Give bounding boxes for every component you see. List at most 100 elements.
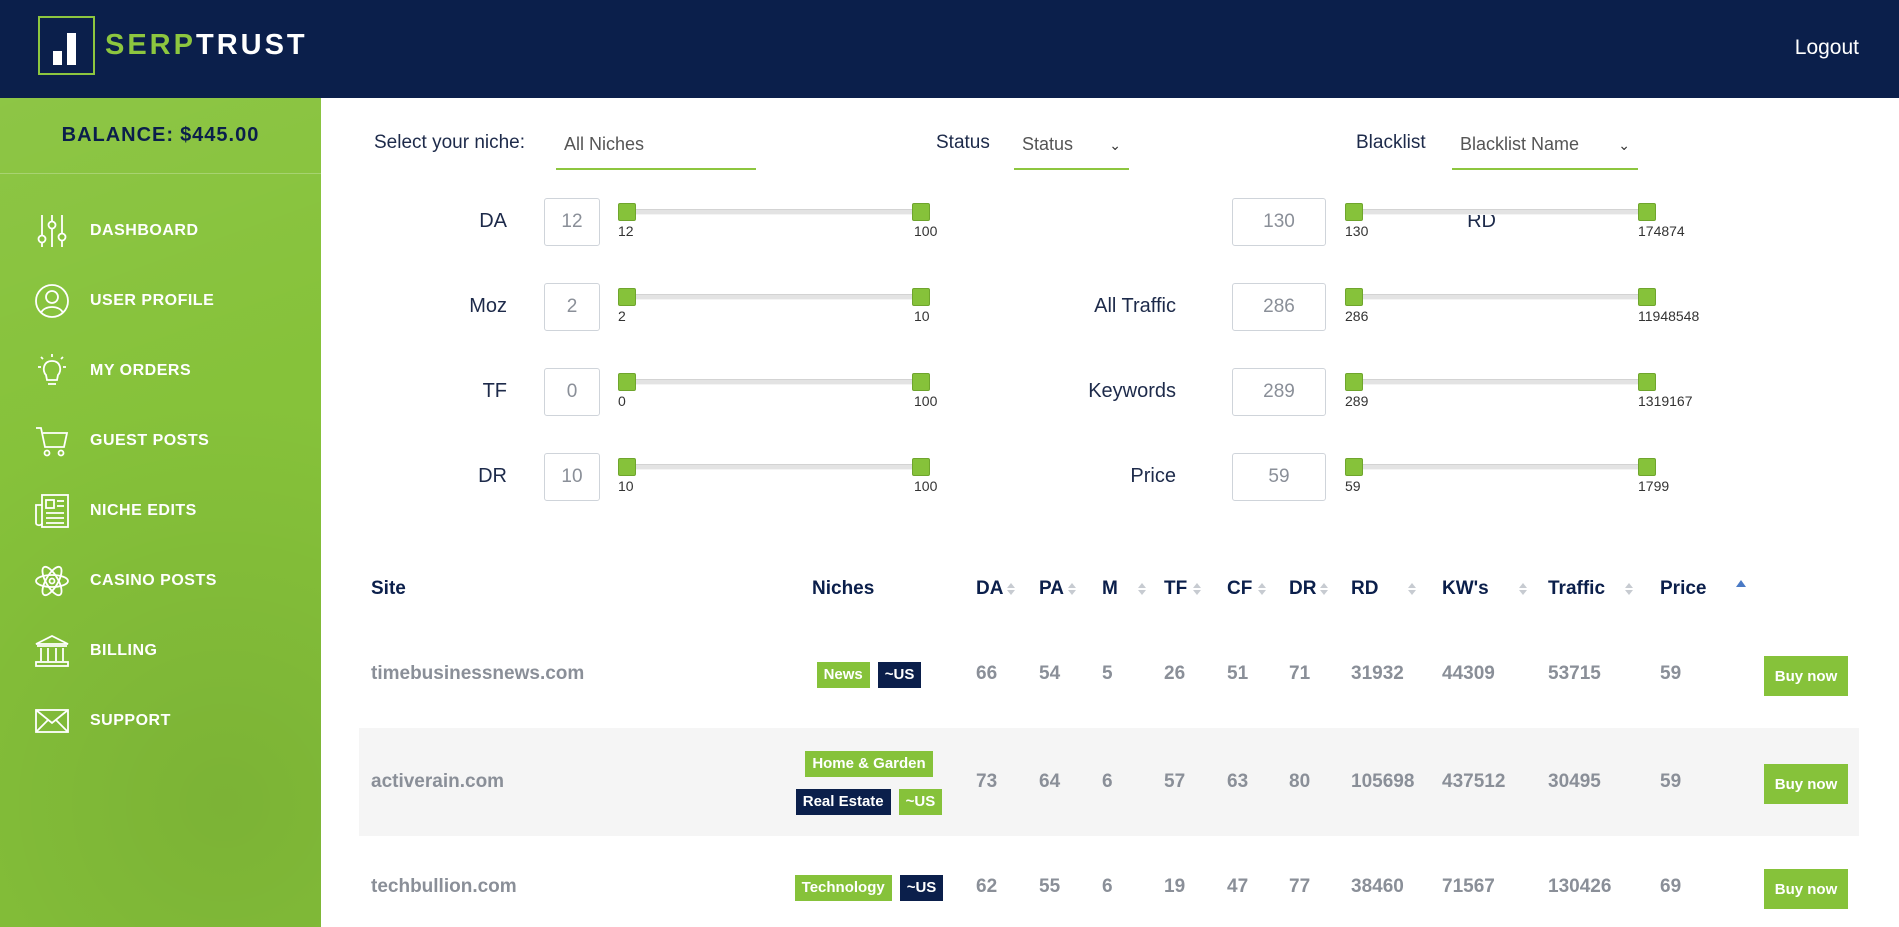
col-site[interactable]: Site — [371, 578, 406, 600]
keywords-min-handle[interactable] — [1345, 373, 1363, 391]
cf-value: 63 — [1227, 771, 1249, 792]
sort-ascending-icon[interactable] — [1736, 580, 1746, 587]
logo-trust: TRUST — [195, 29, 308, 61]
moz-filter-label: Moz — [469, 295, 507, 317]
da-slider-track[interactable] — [626, 209, 928, 215]
col-niches-label: Niches — [812, 578, 875, 599]
sidebar-item-label: NICHE EDITS — [90, 502, 197, 519]
traffic-min-input[interactable]: 286 — [1232, 283, 1326, 331]
blacklist-select[interactable]: Blacklist Name ⌄ — [1452, 124, 1638, 170]
tf-max-handle[interactable] — [912, 373, 930, 391]
traffic-max-handle[interactable] — [1638, 288, 1656, 306]
tf-min-handle[interactable] — [618, 373, 636, 391]
col-kws[interactable]: KW's — [1442, 578, 1527, 600]
buy-now-button[interactable]: Buy now — [1764, 869, 1848, 909]
da-min-handle[interactable] — [618, 203, 636, 221]
sidebar-item-billing[interactable]: BILLING — [0, 616, 321, 686]
tf-min-input[interactable]: 0 — [544, 368, 600, 416]
price-slider-track[interactable] — [1353, 464, 1647, 470]
moz-max-handle[interactable] — [912, 288, 930, 306]
traffic-min-handle[interactable] — [1345, 288, 1363, 306]
sidebar-item-support[interactable]: SUPPORT — [0, 686, 321, 756]
price-min-handle[interactable] — [1345, 458, 1363, 476]
rd-min-input[interactable]: 130 — [1232, 198, 1326, 246]
col-cf[interactable]: CF — [1227, 578, 1266, 600]
serptrust-logo[interactable]: SERPTRUST — [38, 16, 308, 75]
col-traffic[interactable]: Traffic — [1548, 578, 1633, 600]
da-min-input[interactable]: 12 — [544, 198, 600, 246]
niche-tag: Real Estate — [795, 789, 891, 815]
rd-filter-label: RD — [1467, 210, 1496, 232]
sidebar-item-label: DASHBOARD — [90, 222, 199, 239]
tf-filter-label: TF — [482, 380, 507, 402]
moz-slider-track[interactable] — [626, 294, 928, 300]
logout-link[interactable]: Logout — [1794, 36, 1859, 59]
table-row: timebusinessnews.com News ~US 66 54 5 26… — [359, 625, 1859, 728]
kws-value: 71567 — [1442, 876, 1495, 897]
price-max-tick: 1799 — [1638, 478, 1670, 494]
col-dr[interactable]: DR — [1289, 578, 1328, 600]
buy-now-button[interactable]: Buy now — [1764, 764, 1848, 804]
moz-min-input[interactable]: 2 — [544, 283, 600, 331]
sort-icon — [1138, 583, 1146, 595]
atom-icon — [34, 563, 70, 599]
dr-min-input[interactable]: 10 — [544, 453, 600, 501]
buy-now-button[interactable]: Buy now — [1764, 656, 1848, 696]
keywords-max-handle[interactable] — [1638, 373, 1656, 391]
site-link[interactable]: techbullion.com — [371, 876, 517, 897]
sidebar-item-label: CASINO POSTS — [90, 572, 217, 589]
keywords-slider-track[interactable] — [1353, 379, 1647, 385]
site-link[interactable]: timebusinessnews.com — [371, 663, 585, 684]
col-pa-label: PA — [1039, 578, 1064, 599]
keywords-min-input[interactable]: 289 — [1232, 368, 1326, 416]
moz-min-handle[interactable] — [618, 288, 636, 306]
col-pa[interactable]: PA — [1039, 578, 1076, 600]
balance-label: BALANCE: — [61, 124, 175, 146]
sort-icon — [1408, 583, 1416, 595]
niche-select[interactable]: All Niches — [556, 124, 756, 170]
rd-min-handle[interactable] — [1345, 203, 1363, 221]
cf-value: 51 — [1227, 663, 1249, 684]
dr-max-handle[interactable] — [912, 458, 930, 476]
site-link[interactable]: activerain.com — [371, 771, 505, 792]
da-max-handle[interactable] — [912, 203, 930, 221]
status-select[interactable]: Status ⌄ — [1014, 124, 1129, 170]
da-min-tick: 12 — [618, 223, 634, 239]
col-tf[interactable]: TF — [1164, 578, 1201, 600]
sidebar-item-casino-posts[interactable]: CASINO POSTS — [0, 546, 321, 616]
col-rd[interactable]: RD — [1351, 578, 1416, 600]
sort-icon — [1068, 583, 1076, 595]
cart-icon — [34, 423, 70, 459]
kws-value: 437512 — [1442, 771, 1506, 792]
col-niches[interactable]: Niches — [812, 578, 874, 600]
col-m[interactable]: M — [1102, 578, 1146, 600]
traffic-slider-track[interactable] — [1353, 294, 1647, 300]
sidebar-item-niche-edits[interactable]: NICHE EDITS — [0, 476, 321, 546]
sidebar: BALANCE: $445.00 DASHBOARD USER PROFILE … — [0, 98, 321, 927]
rd-max-handle[interactable] — [1638, 203, 1656, 221]
rd-min-tick: 130 — [1345, 223, 1369, 239]
balance-display: BALANCE: $445.00 — [0, 98, 321, 174]
blacklist-select-value: Blacklist Name — [1460, 134, 1580, 154]
keywords-max-tick: 1319167 — [1638, 393, 1693, 409]
niche-tag: Home & Garden — [805, 751, 933, 777]
sidebar-item-guest-posts[interactable]: GUEST POSTS — [0, 406, 321, 476]
niche-tags: Home & Garden Real Estate ~US — [739, 751, 999, 815]
dr-slider-track[interactable] — [626, 464, 928, 470]
moz-max-tick: 10 — [914, 308, 930, 324]
rd-slider-track[interactable] — [1353, 209, 1647, 215]
balance-value: $445.00 — [180, 124, 260, 146]
price-max-handle[interactable] — [1638, 458, 1656, 476]
sidebar-item-my-orders[interactable]: MY ORDERS — [0, 336, 321, 406]
sidebar-item-user-profile[interactable]: USER PROFILE — [0, 266, 321, 336]
price-min-input[interactable]: 59 — [1232, 453, 1326, 501]
pa-value: 64 — [1039, 771, 1061, 792]
col-da[interactable]: DA — [976, 578, 1015, 600]
tf-slider-track[interactable] — [626, 379, 928, 385]
dr-min-handle[interactable] — [618, 458, 636, 476]
traffic-value: 130426 — [1548, 876, 1612, 897]
col-price[interactable]: Price — [1660, 578, 1706, 600]
sliders-icon — [34, 213, 70, 249]
price-value: 59 — [1660, 771, 1682, 792]
sidebar-item-dashboard[interactable]: DASHBOARD — [0, 196, 321, 266]
